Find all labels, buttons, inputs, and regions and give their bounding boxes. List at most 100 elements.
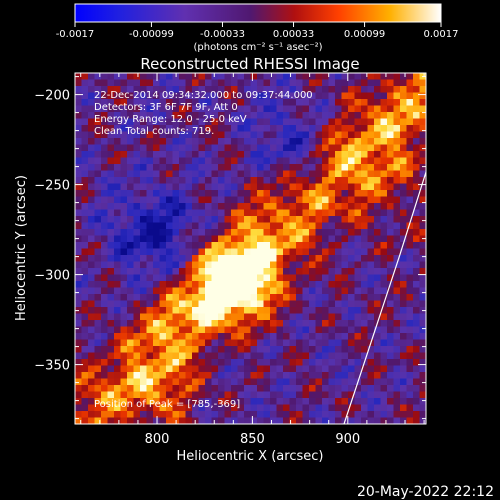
heatmap-cell <box>237 157 245 165</box>
heatmap-cell <box>361 105 368 113</box>
heatmap-cell <box>146 216 154 223</box>
heatmap-cell <box>263 313 271 321</box>
heatmap-cell <box>94 404 102 412</box>
heatmap-cell <box>75 352 82 360</box>
heatmap-cell <box>140 281 147 288</box>
heatmap-cell <box>315 118 323 126</box>
heatmap-cell <box>328 131 336 139</box>
heatmap-cell <box>367 209 375 217</box>
heatmap-cell <box>361 118 368 126</box>
heatmap-cell <box>250 138 258 145</box>
heatmap-cell <box>94 287 102 295</box>
heatmap-cell <box>374 99 381 106</box>
heatmap-cell <box>224 261 232 269</box>
heatmap-cell <box>380 307 388 314</box>
heatmap-cell <box>341 151 349 158</box>
heatmap-cell <box>75 294 82 301</box>
heatmap-cell <box>172 190 180 197</box>
heatmap-cell <box>231 125 238 132</box>
heatmap-cell <box>133 99 141 106</box>
heatmap-cell <box>341 274 349 282</box>
heatmap-cell <box>270 73 277 80</box>
heatmap-cell <box>146 287 154 295</box>
heatmap-cell <box>361 190 368 197</box>
heatmap-cell <box>94 261 102 269</box>
heatmap-cell <box>367 144 375 152</box>
heatmap-cell <box>406 92 414 100</box>
heatmap-cell <box>263 203 271 210</box>
heatmap-cell <box>114 131 121 139</box>
heatmap-cell <box>367 294 375 301</box>
heatmap-cell <box>296 99 303 106</box>
heatmap-cell <box>192 333 199 340</box>
heatmap-cell <box>172 404 180 412</box>
heatmap-cell <box>198 261 206 269</box>
heatmap-cell <box>341 196 349 204</box>
heatmap-cell <box>114 326 121 334</box>
heatmap-cell <box>406 209 414 217</box>
heatmap-cell <box>257 203 264 210</box>
heatmap-cell <box>387 138 394 145</box>
heatmap-cell <box>263 138 271 145</box>
heatmap-cell <box>354 92 362 100</box>
heatmap-cell <box>185 294 193 301</box>
heatmap-cell <box>133 261 141 269</box>
heatmap-cell <box>302 190 310 197</box>
heatmap-cell <box>166 333 173 340</box>
heatmap-cell <box>133 268 141 275</box>
heatmap-cell <box>107 359 115 366</box>
heatmap-cell <box>413 86 420 93</box>
heatmap-cell <box>413 417 420 424</box>
heatmap-cell <box>192 177 199 184</box>
heatmap-cell <box>81 300 89 308</box>
heatmap-cell <box>374 112 381 119</box>
heatmap-cell <box>133 177 141 184</box>
heatmap-cell <box>296 157 303 165</box>
heatmap-cell <box>133 203 141 210</box>
heatmap-cell <box>328 248 336 256</box>
heatmap-cell <box>244 183 251 191</box>
heatmap-cell <box>413 190 420 197</box>
heatmap-cell <box>367 261 375 269</box>
heatmap-cell <box>88 229 95 236</box>
heatmap-cell <box>400 209 407 217</box>
heatmap-cell <box>419 333 426 340</box>
heatmap-cell <box>81 268 89 275</box>
heatmap-cell <box>348 151 355 158</box>
heatmap-cell <box>185 125 193 132</box>
heatmap-cell <box>237 398 245 405</box>
heatmap-cell <box>283 190 290 197</box>
heatmap-cell <box>315 86 323 93</box>
heatmap-cell <box>192 196 199 204</box>
heatmap-cell <box>419 151 426 158</box>
heatmap-cell <box>224 86 232 93</box>
heatmap-cell <box>289 92 297 100</box>
heatmap-cell <box>413 138 420 145</box>
heatmap-cell <box>250 131 258 139</box>
heatmap-cell <box>341 99 349 106</box>
heatmap-cell <box>101 385 108 392</box>
heatmap-cell <box>322 307 329 314</box>
heatmap-cell <box>354 294 362 301</box>
heatmap-cell <box>237 138 245 145</box>
heatmap-cell <box>309 242 316 249</box>
heatmap-cell <box>289 118 297 126</box>
heatmap-cell <box>107 313 115 321</box>
heatmap-cell <box>276 320 284 327</box>
heatmap-cell <box>393 300 401 308</box>
heatmap-cell <box>237 170 245 178</box>
heatmap-cell <box>179 86 186 93</box>
heatmap-cell <box>315 339 323 347</box>
heatmap-cell <box>127 411 134 418</box>
heatmap-cell <box>406 411 414 418</box>
heatmap-cell <box>146 235 154 243</box>
heatmap-cell <box>257 216 264 223</box>
heatmap-cell <box>257 190 264 197</box>
heatmap-cell <box>374 92 381 100</box>
heatmap-cell <box>387 359 394 366</box>
heatmap-cell <box>198 398 206 405</box>
heatmap-cell <box>367 385 375 392</box>
heatmap-cell <box>127 333 134 340</box>
heatmap-cell <box>81 248 89 256</box>
heatmap-cell <box>101 365 108 373</box>
